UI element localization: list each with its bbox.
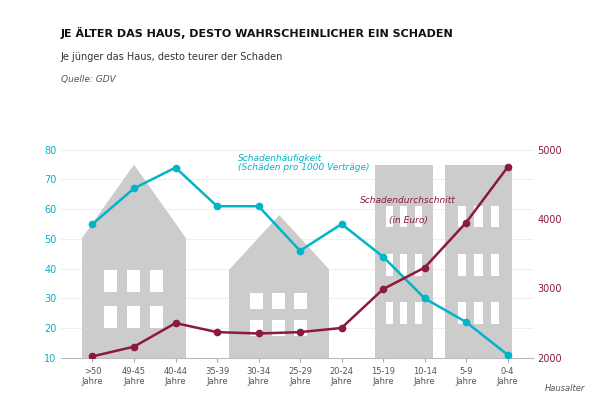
Bar [250, 293, 264, 309]
Bar [230, 269, 329, 358]
Bar [82, 238, 186, 358]
Bar [385, 302, 393, 324]
Bar [104, 306, 118, 328]
Bar [272, 293, 285, 309]
Bar [491, 206, 499, 228]
Bar [474, 254, 483, 276]
Bar [295, 293, 307, 309]
Text: JE ÄLTER DAS HAUS, DESTO WAHRSCHEINLICHER EIN SCHADEN: JE ÄLTER DAS HAUS, DESTO WAHRSCHEINLICHE… [61, 27, 453, 39]
Bar [385, 254, 393, 276]
Text: Quelle: GDV: Quelle: GDV [61, 75, 115, 84]
Bar [400, 206, 407, 228]
Polygon shape [230, 215, 329, 269]
Bar [415, 206, 422, 228]
Text: Schadenhäufigkeit: Schadenhäufigkeit [238, 154, 322, 163]
Text: Je jünger das Haus, desto teurer der Schaden: Je jünger das Haus, desto teurer der Sch… [61, 52, 283, 62]
Bar [491, 302, 499, 324]
Bar [458, 254, 466, 276]
Bar [400, 302, 407, 324]
Bar [250, 320, 264, 336]
Bar [458, 206, 466, 228]
Bar [474, 206, 483, 228]
Bar [458, 302, 466, 324]
Bar [104, 270, 118, 292]
Text: (Schäden pro 1000 Verträge): (Schäden pro 1000 Verträge) [238, 163, 369, 172]
Bar [150, 306, 163, 328]
Bar [375, 165, 433, 358]
Bar [150, 270, 163, 292]
Bar [400, 254, 407, 276]
Polygon shape [82, 165, 186, 238]
Bar [474, 302, 483, 324]
Bar [415, 254, 422, 276]
Bar [491, 254, 499, 276]
Text: (in Euro): (in Euro) [388, 215, 427, 225]
Bar [272, 320, 285, 336]
Text: Hausalter: Hausalter [544, 384, 585, 394]
Bar [445, 165, 512, 358]
Bar [385, 206, 393, 228]
Bar [127, 306, 140, 328]
Bar [127, 270, 140, 292]
Text: Schadendurchschnitt: Schadendurchschnitt [360, 196, 456, 205]
Bar [295, 320, 307, 336]
Bar [415, 302, 422, 324]
